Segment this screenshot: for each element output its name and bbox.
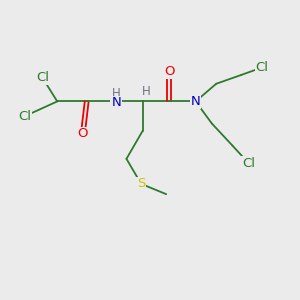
Text: Cl: Cl xyxy=(18,110,32,123)
Text: Cl: Cl xyxy=(255,61,268,74)
Text: Cl: Cl xyxy=(242,157,255,170)
Text: N: N xyxy=(191,95,200,108)
Text: N: N xyxy=(111,96,121,110)
Text: H: H xyxy=(142,85,151,98)
Text: Cl: Cl xyxy=(36,71,49,84)
Text: O: O xyxy=(78,127,88,140)
Text: S: S xyxy=(137,177,146,190)
Text: H: H xyxy=(112,87,121,100)
Text: O: O xyxy=(164,65,174,79)
